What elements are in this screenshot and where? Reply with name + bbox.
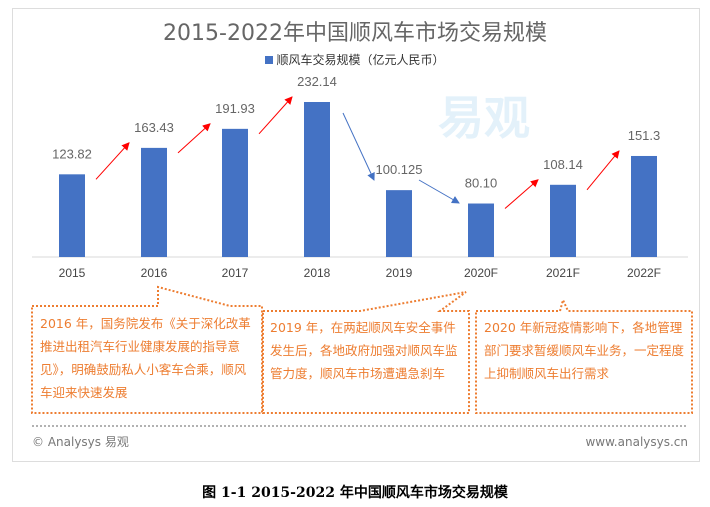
x-tick-label: 2020F xyxy=(464,266,498,280)
copyright: © Analysys 易观 xyxy=(32,435,129,449)
up-arrow xyxy=(258,96,293,135)
figure-caption: 图 1-1 2015-2022 年中国顺风车市场交易规模 xyxy=(202,485,508,501)
watermark: 易观 xyxy=(438,91,530,145)
down-arrow xyxy=(418,179,460,204)
up-arrow xyxy=(586,150,620,191)
up-arrow xyxy=(95,142,130,180)
callout-2016: 2016 年，国务院发布《关于深化改革推进出租汽车行业健康发展的指导意见》，明确… xyxy=(40,316,251,400)
bar-2020F xyxy=(468,203,494,257)
callout-box-2020 xyxy=(475,297,693,414)
legend-label: 顺风车交易规模（亿元人民币） xyxy=(276,53,445,67)
x-tick-label: 2017 xyxy=(222,266,249,280)
bar-2015 xyxy=(59,174,85,257)
data-label: 151.3 xyxy=(628,128,661,143)
x-tick-label: 2015 xyxy=(59,266,86,280)
x-tick-label: 2022F xyxy=(627,266,661,280)
bar-2019 xyxy=(386,190,412,257)
x-tick-label: 2018 xyxy=(304,266,331,280)
bar-2021F xyxy=(550,184,576,257)
website: www.analysys.cn xyxy=(585,435,688,449)
bar-2022F xyxy=(631,155,657,257)
up-arrow xyxy=(504,179,539,209)
data-label: 232.14 xyxy=(297,74,337,89)
bar-2016 xyxy=(141,147,167,257)
up-arrow xyxy=(177,123,211,154)
callout-2020: 2020 年新冠疫情影响下，各地管理部门要求暂缓顺风车业务，一定程度上抑制顺风车… xyxy=(484,320,685,381)
data-label: 191.93 xyxy=(215,101,255,116)
x-tick-label: 2019 xyxy=(386,266,413,280)
down-arrow xyxy=(342,112,375,181)
callout-2019: 2019 年，在两起顺风车安全事件发生后，各地政府加强对顺风车监管力度，顺风车市… xyxy=(270,320,458,381)
bar-2018 xyxy=(304,102,330,257)
data-label: 80.10 xyxy=(465,176,498,191)
bar-2017 xyxy=(222,128,248,257)
data-label: 123.82 xyxy=(52,146,92,161)
figure-frame xyxy=(12,8,700,462)
legend: 顺风车交易规模（亿元人民币） xyxy=(0,52,710,68)
x-tick-label: 2021F xyxy=(546,266,580,280)
x-tick-label: 2016 xyxy=(141,266,168,280)
legend-swatch xyxy=(265,56,274,64)
chart-title: 2015-2022年中国顺风车市场交易规模 xyxy=(163,21,547,46)
data-label: 100.125 xyxy=(376,162,423,177)
callout-box-2016 xyxy=(31,285,263,414)
data-label: 163.43 xyxy=(134,120,174,135)
data-label: 108.14 xyxy=(543,157,583,172)
